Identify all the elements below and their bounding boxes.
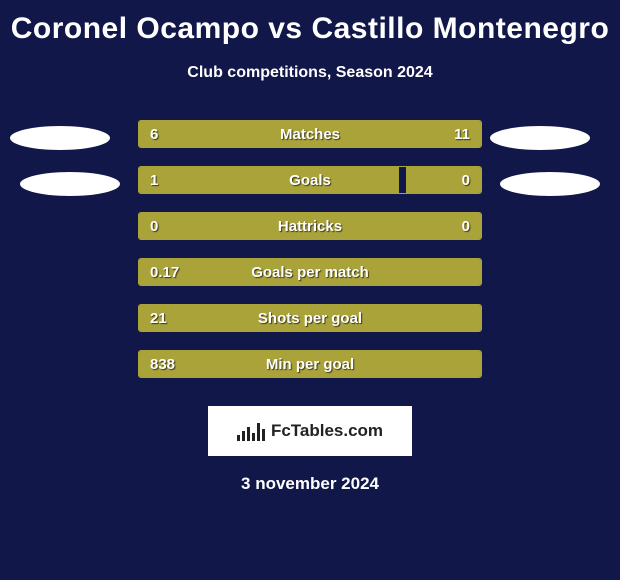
stat-row: Goals per match0.17: [0, 256, 620, 302]
bar-track: [138, 304, 482, 332]
page-subtitle: Club competitions, Season 2024: [0, 64, 620, 82]
stat-row: Matches611: [0, 118, 620, 164]
logo-bar: [262, 429, 265, 441]
bar-left-fill: [139, 259, 481, 285]
stat-row: Hattricks00: [0, 210, 620, 256]
bar-left-fill: [139, 351, 481, 377]
logo-bar: [247, 427, 250, 441]
logo-box: FcTables.com: [208, 406, 412, 456]
page-title: Coronel Ocampo vs Castillo Montenegro: [0, 0, 620, 46]
bar-left-fill: [139, 121, 276, 147]
stat-row: Shots per goal21: [0, 302, 620, 348]
bar-track: [138, 258, 482, 286]
comparison-chart: Matches611Goals10Hattricks00Goals per ma…: [0, 118, 620, 394]
bar-left-fill: [139, 167, 399, 193]
logo-bars-icon: [237, 421, 265, 441]
bar-track: [138, 120, 482, 148]
stat-row: Min per goal838: [0, 348, 620, 394]
date-label: 3 november 2024: [0, 474, 620, 494]
bar-track: [138, 212, 482, 240]
bar-right-fill: [406, 167, 481, 193]
stat-row: Goals10: [0, 164, 620, 210]
logo-bar: [237, 435, 240, 441]
bar-left-fill: [139, 213, 481, 239]
bar-left-fill: [139, 305, 481, 331]
logo-bar: [252, 433, 255, 441]
player-marker-left: [20, 172, 120, 196]
player-marker-left: [10, 126, 110, 150]
bar-track: [138, 166, 482, 194]
player-marker-right: [500, 172, 600, 196]
bar-track: [138, 350, 482, 378]
player-marker-right: [490, 126, 590, 150]
bar-right-fill: [276, 121, 481, 147]
logo-bar: [257, 423, 260, 441]
logo-bar: [242, 431, 245, 441]
logo-text: FcTables.com: [271, 421, 383, 441]
